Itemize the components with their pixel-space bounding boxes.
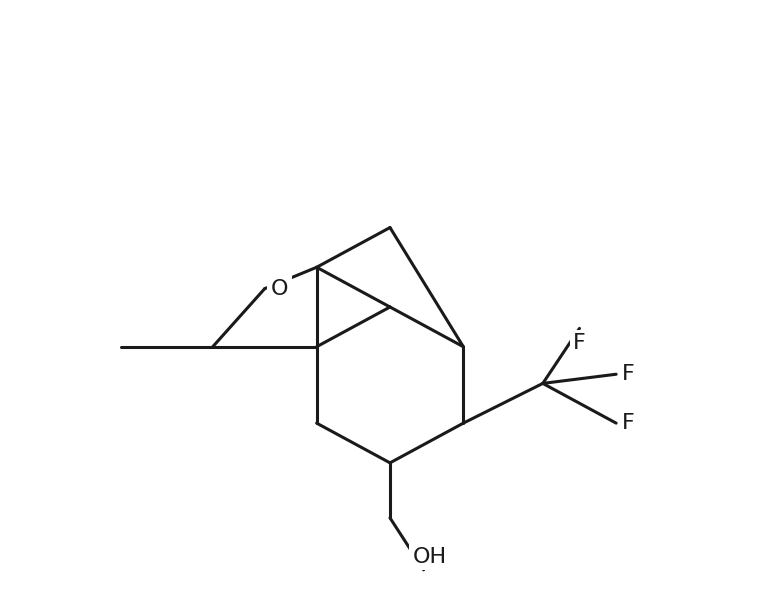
Text: F: F — [622, 413, 635, 433]
Text: OH: OH — [413, 547, 447, 567]
Text: O: O — [271, 279, 289, 298]
Text: F: F — [622, 364, 635, 384]
Text: F: F — [573, 333, 586, 353]
